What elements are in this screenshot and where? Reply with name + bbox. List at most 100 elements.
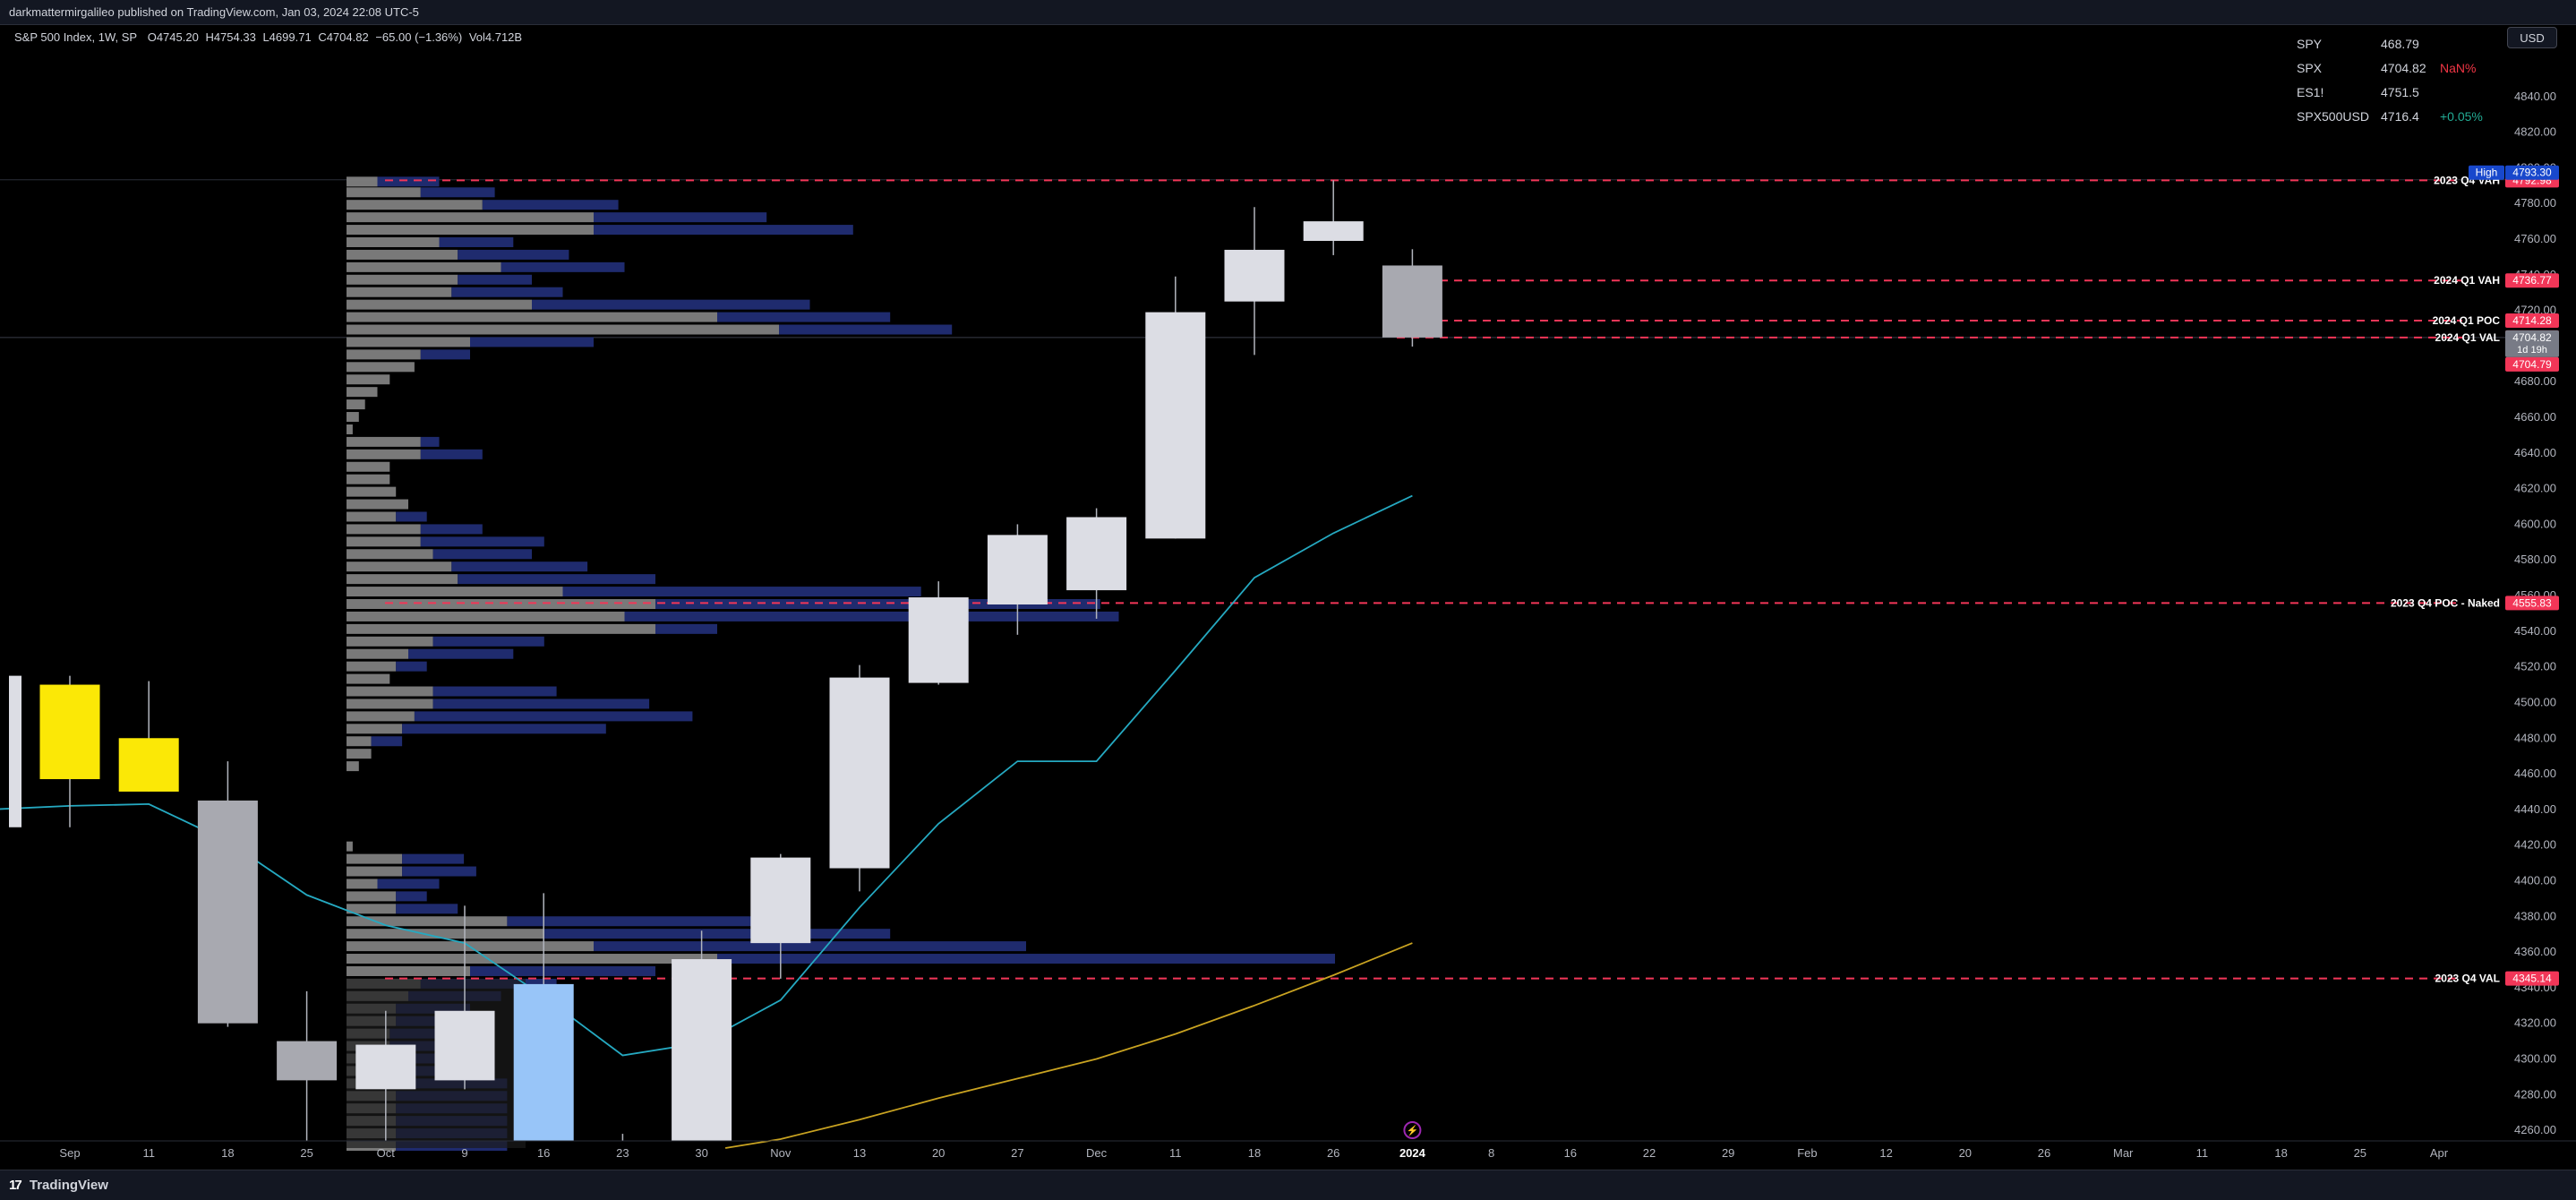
tradingview-brand[interactable]: 17 TradingView [9,1178,108,1193]
volume-profile-bar [347,916,508,927]
volume-profile-bar [347,225,594,236]
close-value: C4704.82 [318,30,369,44]
volume-profile-bar [347,599,655,609]
time-axis-tick: 26 [2038,1146,2050,1160]
volume-profile-bar [420,536,544,547]
candle-body[interactable] [672,959,732,1141]
watchlist-row[interactable]: SPX 4704.82 NaN% [2297,56,2495,81]
volume-profile-bar [347,587,563,597]
price-chart[interactable]: 2023 Q4 VAH4792.982024 Q1 VAH4736.772024… [0,25,2576,1199]
volume-profile-bar [347,299,532,310]
volume-profile-bar [347,699,433,709]
watchlist-row[interactable]: SPX500USD 4716.4 +0.05% [2297,105,2495,129]
volume-profile-bar [347,261,501,272]
volume-profile-bar [420,524,483,535]
currency-button[interactable]: USD [2507,27,2557,48]
high-marker-tag-text: 4793.30 [2512,167,2552,179]
candle-body[interactable] [434,1010,495,1081]
time-axis-tick: 12 [1879,1146,1892,1160]
time-axis-tick: 23 [616,1146,629,1160]
volume-profile-bar [420,187,495,198]
candle-body[interactable] [908,597,969,683]
watchlist-row[interactable]: SPY 468.79 [2297,32,2495,56]
volume-profile-bar [347,200,483,210]
volume-profile-bar [402,853,465,864]
bar-countdown-text: 1d 19h [2517,345,2547,356]
volume-profile-bar [347,711,415,722]
candle-body[interactable] [1303,221,1364,242]
candle-body[interactable] [829,677,890,869]
volume-profile-bar [371,736,403,747]
watchlist-change: NaN% [2440,61,2477,75]
candle-body[interactable] [513,983,574,1141]
level-price-tag-text: 4555.83 [2512,596,2552,609]
volume-profile-bar [347,761,359,772]
volume-profile-bar [543,929,891,939]
brand-name: TradingView [29,1178,108,1193]
watchlist-row[interactable]: ES1! 4751.5 [2297,81,2495,105]
watchlist-widget: SPY 468.79 SPX 4704.82 NaN% ES1! 4751.5 SPX500U… [2297,32,2495,129]
last-price-tag-text: 4704.82 [2512,331,2552,344]
time-axis-tick: 9 [461,1146,467,1160]
chart-area[interactable]: 2023 Q4 VAH4792.982024 Q1 VAH4736.772024… [0,25,2576,1199]
candle-body[interactable] [9,675,21,827]
volume-profile-bar [414,711,693,722]
volume-profile-bar [439,236,514,247]
candle-body[interactable] [1382,265,1442,338]
time-axis-tick: 18 [2274,1146,2287,1160]
volume-profile-bar [396,891,427,902]
volume-profile-bar [347,574,458,585]
volume-profile-bar [347,399,365,410]
volume-profile-bar [347,636,433,647]
price-axis-tick: 4540.00 [2514,624,2556,638]
level-label: 2023 Q4 VAL [2435,973,2500,985]
volume-profile-bar [347,879,378,889]
volume-profile-bar [594,212,767,223]
volume-profile-bar [451,561,588,572]
volume-profile-bar [347,337,470,347]
volume-profile-bar [624,611,1119,621]
level-label: 2023 Q4 POC - Naked [2391,596,2500,609]
candle-body[interactable] [355,1044,416,1090]
candle-body[interactable] [39,684,100,780]
volume-profile-bar [779,324,953,335]
volume-profile-bar [347,349,421,360]
time-axis-tick: 16 [537,1146,550,1160]
event-marker-icon[interactable] [1403,1121,1422,1139]
time-axis-tick: 11 [1169,1146,1182,1160]
time-axis-tick: 22 [1643,1146,1656,1160]
price-axis-tick: 4720.00 [2514,304,2556,317]
high-marker-tag [2505,165,2559,180]
volume-profile-bar [347,312,717,322]
candle-body[interactable] [277,1041,338,1081]
volume-profile-bar [594,225,853,236]
volume-profile-bar [347,648,408,659]
volume-profile-bar [420,449,483,459]
volume-profile-bar [655,599,1100,609]
last-price-tag [2505,330,2559,357]
price-axis-tick: 4360.00 [2514,945,2556,958]
candle-body[interactable] [750,857,811,944]
level-price-tag-text: 4736.77 [2512,274,2552,287]
price-axis-tick: 4500.00 [2514,695,2556,708]
candle-body[interactable] [197,800,258,1024]
time-axis-tick: Mar [2113,1146,2134,1160]
watchlist-symbol: SPX500USD [2297,109,2369,124]
volume-profile-bar [470,965,655,976]
candle-body[interactable] [1145,312,1206,539]
candle-body[interactable] [1224,249,1285,302]
candle-body[interactable] [987,535,1048,604]
open-value: O4745.20 [147,30,199,44]
symbol-name[interactable]: S&P 500 Index, 1W, SP [14,30,138,44]
volume-profile-bar [347,549,433,560]
price-axis-tick: 4420.00 [2514,838,2556,852]
candle-body[interactable] [1066,517,1127,591]
volume-profile-bar [347,561,452,572]
volume-profile-bar [507,916,755,927]
volume-profile-bar [347,212,594,223]
volume-profile-bar [377,879,440,889]
candle-body[interactable] [118,738,179,792]
watchlist-change: +0.05% [2440,109,2483,124]
volume-profile-bar [347,524,421,535]
tradingview-logo-icon: 17 [9,1178,22,1193]
